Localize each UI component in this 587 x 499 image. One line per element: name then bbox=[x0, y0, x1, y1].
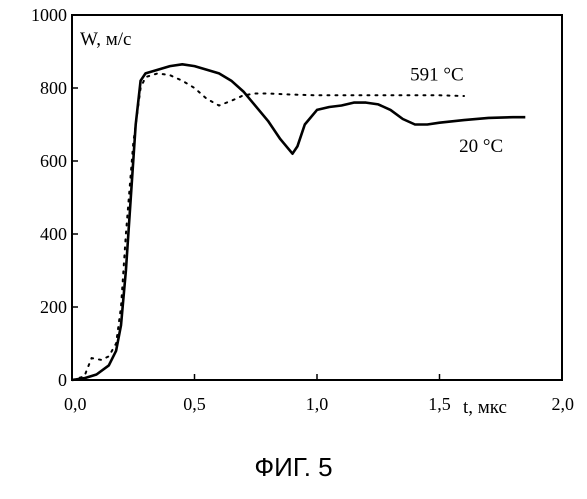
series-annotations: 591 °C 20 °C bbox=[410, 65, 503, 157]
y-tick-label: 0 bbox=[58, 370, 67, 390]
series-annotation-0: 591 °C bbox=[410, 65, 464, 86]
plot-frame bbox=[72, 15, 562, 380]
figure-caption: ФИГ. 5 bbox=[0, 452, 587, 483]
y-axis-ticks: 0 200 400 600 800 1000 bbox=[31, 5, 78, 390]
y-tick-label: 1000 bbox=[31, 5, 67, 25]
x-tick-label: 0,5 bbox=[183, 394, 206, 414]
y-tick-label: 600 bbox=[40, 151, 67, 171]
y-tick-label: 200 bbox=[40, 297, 67, 317]
series-line-0 bbox=[72, 64, 525, 380]
x-tick-label: 0,0 bbox=[64, 394, 87, 414]
x-tick-label: 2,0 bbox=[552, 394, 575, 414]
y-tick-label: 800 bbox=[40, 78, 67, 98]
y-tick-label: 400 bbox=[40, 224, 67, 244]
series-group bbox=[72, 64, 525, 380]
series-annotation-1: 20 °C bbox=[459, 136, 503, 157]
y-axis-label: W, м/с bbox=[80, 29, 131, 50]
x-tick-label: 1,0 bbox=[306, 394, 329, 414]
x-tick-label: 1,5 bbox=[428, 394, 451, 414]
x-axis-label: t, мкс bbox=[463, 397, 507, 418]
